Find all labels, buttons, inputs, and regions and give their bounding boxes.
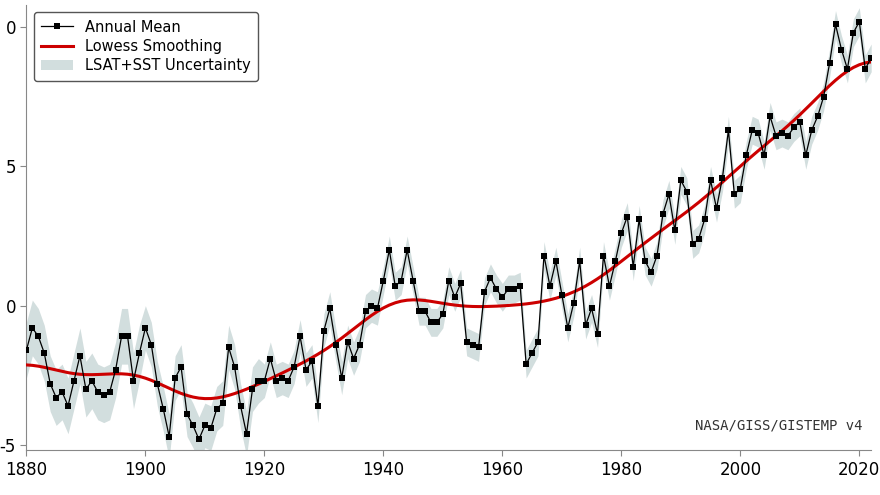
Lowess Smoothing [51,367,62,373]
Lowess Smoothing [866,59,876,65]
Lowess Smoothing [402,297,413,303]
Annual Mean [372,305,383,311]
Lowess Smoothing [372,308,383,314]
Annual Mean [92,389,103,395]
Annual Mean [194,437,204,443]
Lowess Smoothing [312,351,323,357]
Legend: Annual Mean, Lowess Smoothing, LSAT+SST Uncertainty: Annual Mean, Lowess Smoothing, LSAT+SST … [33,12,258,81]
Lowess Smoothing [21,362,32,368]
Annual Mean [247,386,258,392]
Annual Mean [866,55,876,61]
Lowess Smoothing [92,372,103,378]
Annual Mean [854,19,864,25]
Annual Mean [312,403,323,409]
Line: Lowess Smoothing: Lowess Smoothing [26,62,871,398]
Annual Mean [21,347,32,353]
Annual Mean [402,247,413,253]
Lowess Smoothing [247,384,258,390]
Annual Mean [51,395,62,400]
Text: NASA/GISS/GISTEMP v4: NASA/GISS/GISTEMP v4 [695,419,862,433]
Lowess Smoothing [200,396,210,401]
Line: Annual Mean: Annual Mean [24,19,874,442]
